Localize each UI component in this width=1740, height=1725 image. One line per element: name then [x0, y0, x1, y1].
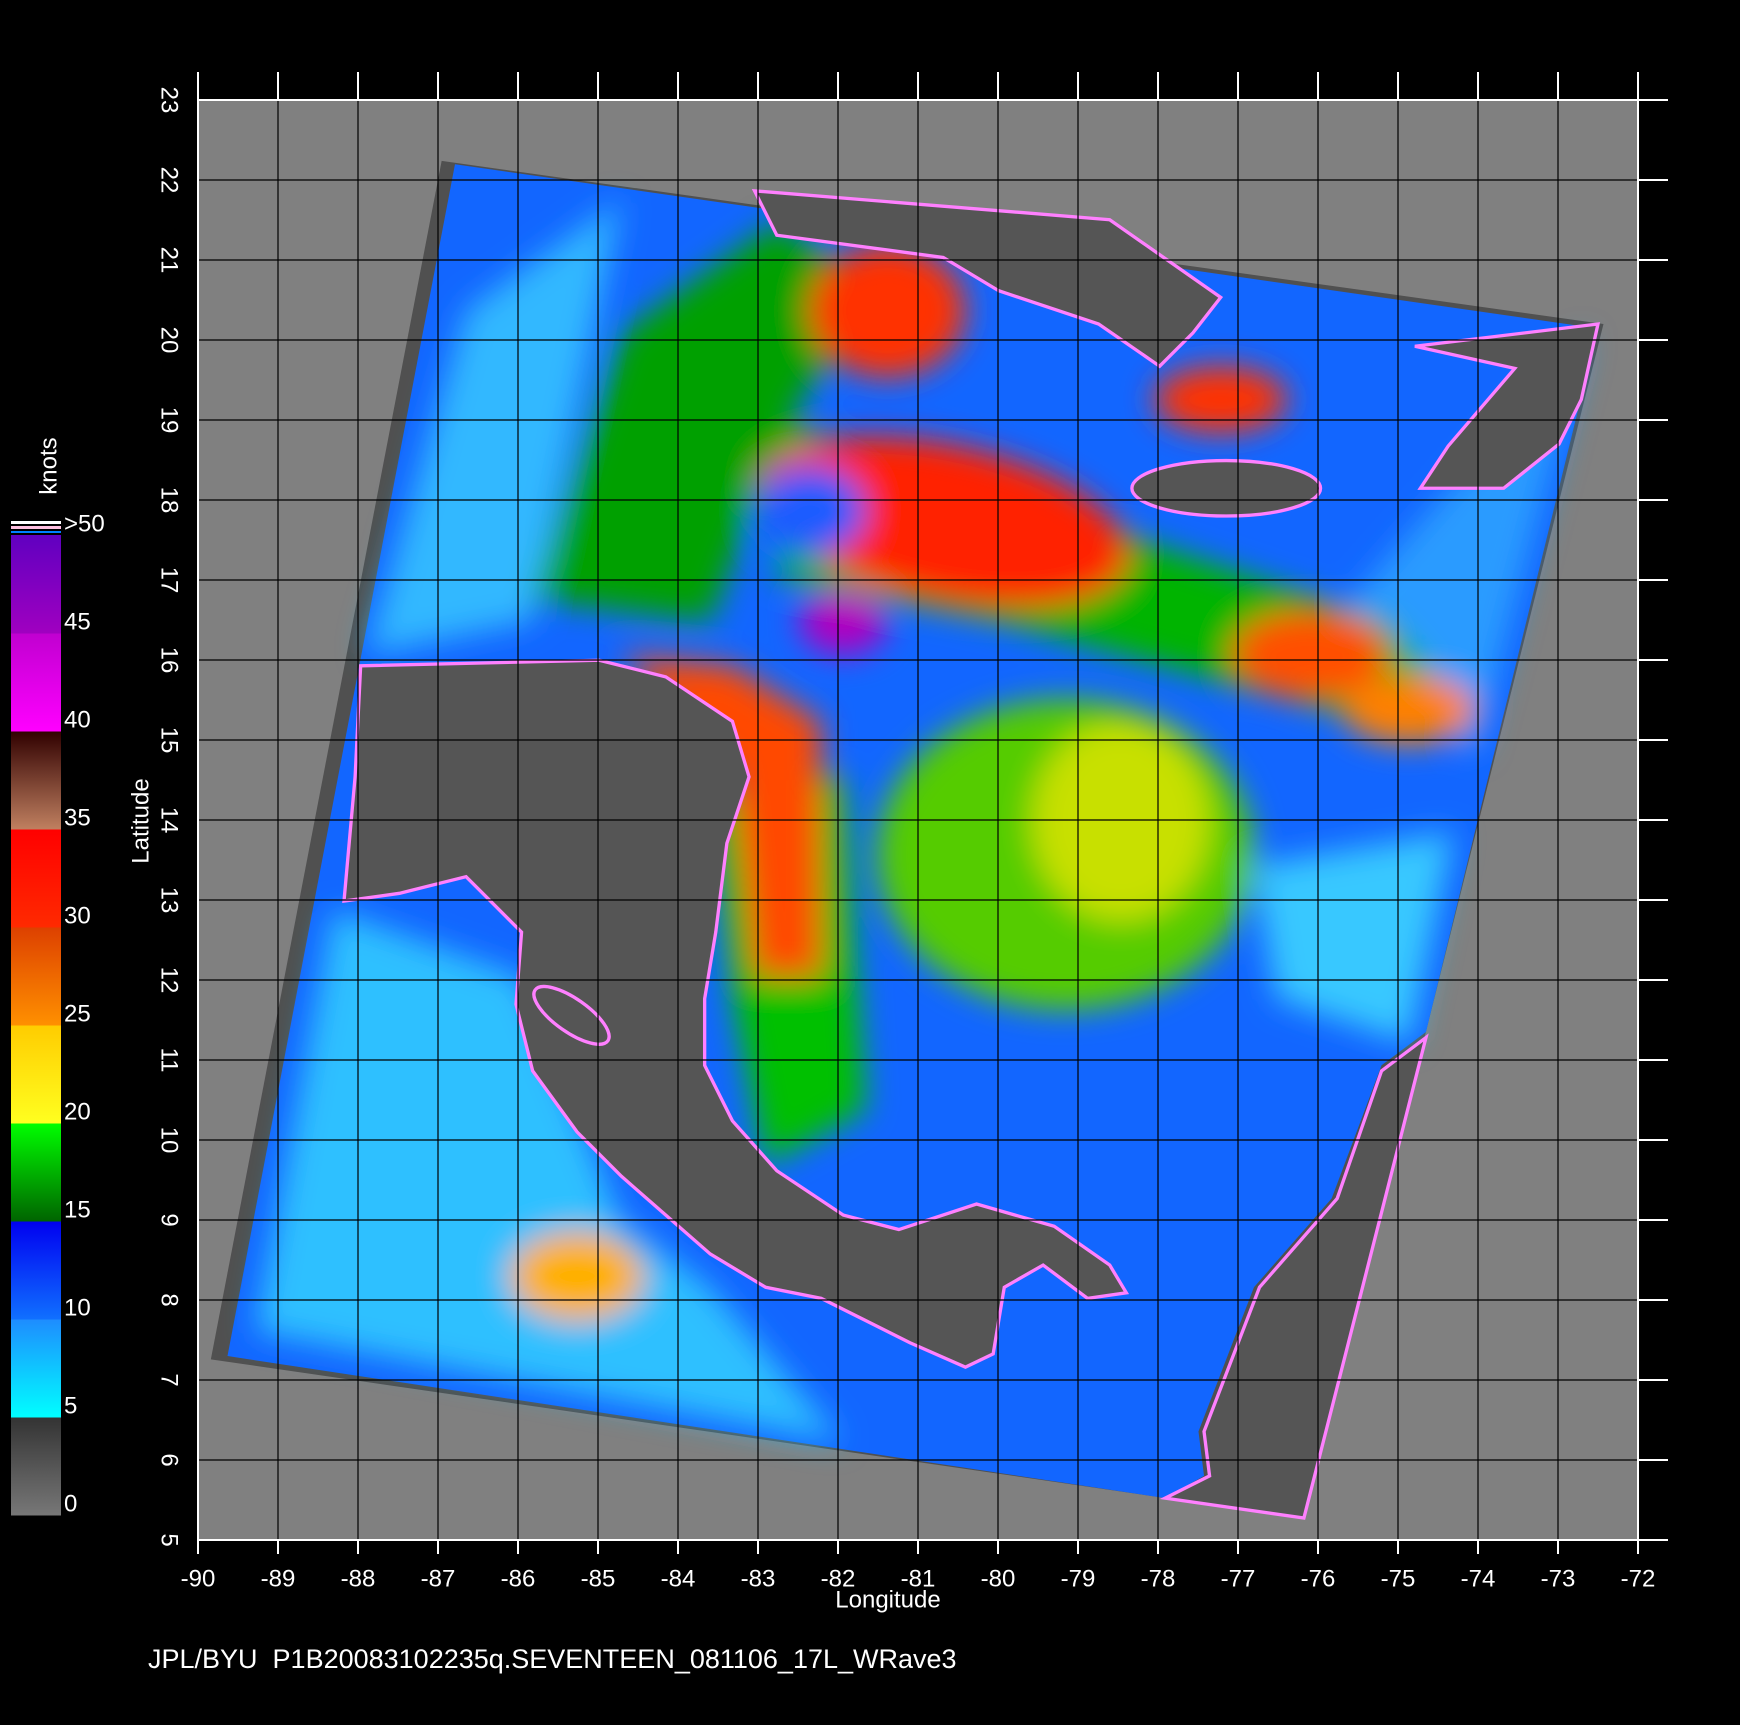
- x-tick-label: -81: [901, 1565, 936, 1592]
- colorbar-tick-label: 40: [64, 706, 91, 733]
- y-axis-label: Latitude: [127, 778, 154, 863]
- colorbar-band: [11, 1221, 61, 1320]
- y-tick-label: 17: [156, 567, 183, 594]
- satellite-swath: [210, 160, 1604, 1520]
- x-tick-label: -73: [1541, 1565, 1576, 1592]
- y-tick-label: 10: [156, 1127, 183, 1154]
- colorbar-band: [11, 1025, 61, 1124]
- colorbar-tick-label: 15: [64, 1196, 91, 1223]
- y-tick-label: 22: [156, 167, 183, 194]
- colorbar-band: [11, 731, 61, 830]
- colorbar-band: [11, 1123, 61, 1222]
- x-tick-label: -72: [1621, 1565, 1656, 1592]
- colorbar-tick-label: 5: [64, 1392, 77, 1419]
- y-tick-label: 21: [156, 247, 183, 274]
- colorbar-band: [11, 535, 61, 634]
- x-tick-label: -77: [1221, 1565, 1256, 1592]
- y-tick-label: 5: [156, 1533, 183, 1546]
- x-tick-label: -87: [421, 1565, 456, 1592]
- colorbar-tick-label: >50: [64, 510, 105, 537]
- wind-field: [255, 199, 1587, 1443]
- colorbar-tick-label: 30: [64, 902, 91, 929]
- y-tick-label: 13: [156, 887, 183, 914]
- x-tick-label: -75: [1381, 1565, 1416, 1592]
- x-tick-label: -80: [981, 1565, 1016, 1592]
- plot-frame: [197, 99, 1639, 1541]
- x-tick-label: -90: [181, 1565, 216, 1592]
- y-tick-label: 6: [156, 1453, 183, 1466]
- colorbar-tick-label: 0: [64, 1490, 77, 1517]
- x-tick-label: -82: [821, 1565, 856, 1592]
- y-tick-label: 19: [156, 407, 183, 434]
- colorbar-band: [11, 829, 61, 928]
- x-tick-label: -85: [581, 1565, 616, 1592]
- y-tick-label: 15: [156, 727, 183, 754]
- y-tick-label: 18: [156, 487, 183, 514]
- y-tick-label: 11: [156, 1048, 183, 1073]
- colorbar-cap: [11, 521, 61, 533]
- y-tick-label: 16: [156, 647, 183, 674]
- x-tick-label: -89: [261, 1565, 296, 1592]
- colorbar-band: [11, 927, 61, 1026]
- x-tick-label: -86: [501, 1565, 536, 1592]
- x-tick-label: -88: [341, 1565, 376, 1592]
- x-tick-label: -79: [1061, 1565, 1096, 1592]
- x-tick-label: -78: [1141, 1565, 1176, 1592]
- x-tick-label: -84: [661, 1565, 696, 1592]
- x-axis-label: Longitude: [835, 1586, 940, 1613]
- land: [342, 188, 1601, 1520]
- colorbar-band: [11, 633, 61, 732]
- y-tick-label: 7: [156, 1373, 183, 1386]
- colorbar-band: [11, 1319, 61, 1418]
- colorbar-tick-label: 25: [64, 1000, 91, 1027]
- y-tick-label: 23: [156, 87, 183, 114]
- colorbar-label: knots: [35, 437, 62, 494]
- colorbar-tick-label: 20: [64, 1098, 91, 1125]
- colorbar-tick-label: 45: [64, 608, 91, 635]
- y-tick-label: 20: [156, 327, 183, 354]
- x-tick-label: -76: [1301, 1565, 1336, 1592]
- y-tick-label: 14: [156, 807, 183, 834]
- colorbar-tick-label: 10: [64, 1294, 91, 1321]
- y-tick-label: 8: [156, 1293, 183, 1306]
- colorbar-tick-label: 35: [64, 804, 91, 831]
- y-tick-label: 9: [156, 1213, 183, 1226]
- x-tick-label: -74: [1461, 1565, 1496, 1592]
- x-tick-label: -83: [741, 1565, 776, 1592]
- footer: JPL/BYU P1B20083102235q.SEVENTEEN_081106…: [148, 1644, 957, 1674]
- y-tick-label: 12: [156, 967, 183, 994]
- colorbar-band: [11, 1417, 61, 1516]
